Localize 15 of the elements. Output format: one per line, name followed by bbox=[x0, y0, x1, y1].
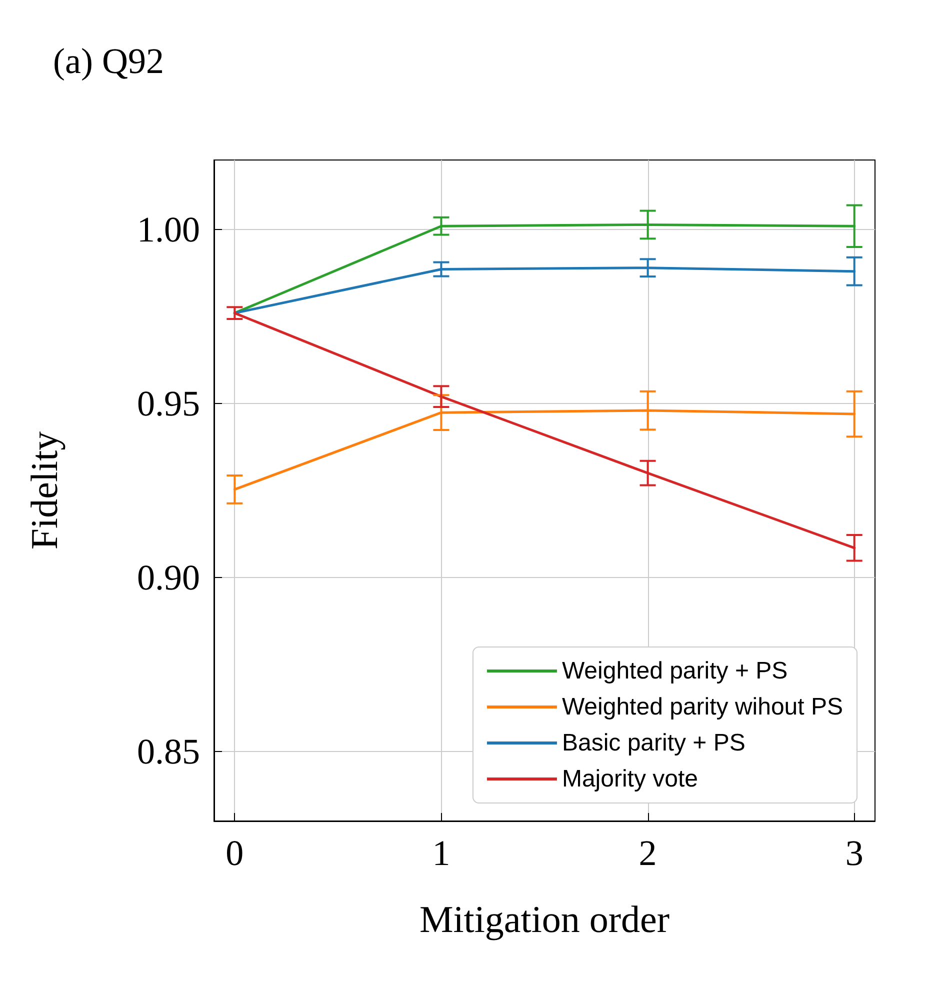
legend-label: Weighted parity wihout PS bbox=[562, 694, 844, 720]
x-axis-title: Mitigation order bbox=[419, 899, 670, 941]
chart-title: (a) Q92 bbox=[53, 41, 164, 81]
y-tick-label: 1.00 bbox=[137, 210, 200, 250]
y-axis-title: Fidelity bbox=[24, 431, 66, 550]
y-tick-label: 0.85 bbox=[137, 731, 200, 772]
legend-label: Majority vote bbox=[562, 766, 698, 792]
x-tick-label: 2 bbox=[638, 833, 657, 873]
x-tick-label: 0 bbox=[226, 833, 244, 873]
legend-label: Basic parity + PS bbox=[562, 730, 746, 756]
y-tick-label: 0.90 bbox=[137, 557, 200, 598]
x-tick-label: 1 bbox=[432, 833, 450, 873]
y-tick-label: 0.95 bbox=[137, 384, 200, 424]
legend-label: Weighted parity + PS bbox=[562, 658, 788, 684]
x-tick-label: 3 bbox=[845, 833, 864, 873]
